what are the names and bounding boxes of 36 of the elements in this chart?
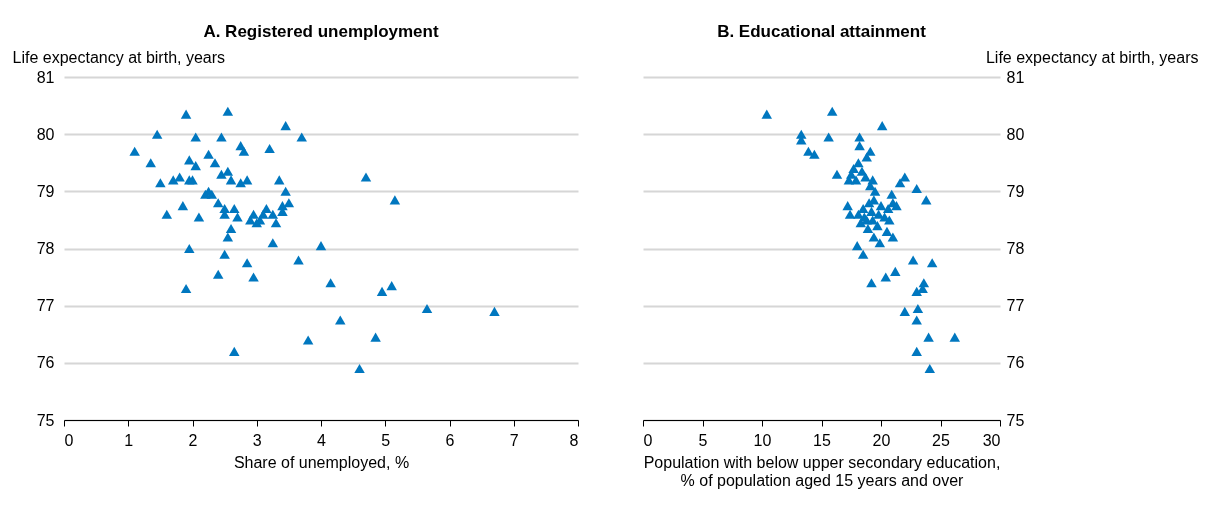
y-tick-label: 80	[1006, 125, 1025, 143]
y-tick-label: 81	[36, 68, 55, 86]
x-tick-label: 5	[381, 431, 391, 449]
y-tick-label: 78	[36, 240, 55, 257]
x-tick-label: 4	[317, 431, 327, 449]
y-tick-label: 79	[36, 182, 55, 200]
y-tick-label: 76	[1006, 354, 1025, 372]
x-tick-label: 25	[932, 431, 950, 449]
x-tick-label: 3	[252, 431, 262, 449]
x-tick-label: 6	[445, 431, 455, 449]
x-tick-label: 1	[124, 431, 134, 449]
x-tick-label: 15	[813, 431, 831, 449]
y-tick-label: 80	[36, 125, 55, 143]
y-tick-label: 75	[36, 411, 55, 429]
x-tick-label: 7	[509, 431, 519, 449]
x-tick-label: 30	[982, 431, 1001, 449]
y-tick-label: 75	[1006, 411, 1025, 429]
chart-title: A. Registered unemployment	[203, 22, 439, 41]
x-tick-label: 5	[698, 431, 708, 449]
x-tick-label: 10	[753, 431, 772, 449]
x-axis-title: Share of unemployed, %	[233, 453, 410, 471]
x-axis-title: Population with below upper secondary education, % of population aged 15 years and over	[643, 453, 1001, 489]
x-tick-label: 20	[872, 431, 891, 449]
y-tick-label: 77	[1006, 297, 1025, 315]
y-tick-label: 81	[1006, 68, 1025, 86]
x-tick-label: 8	[569, 431, 579, 449]
x-tick-label: 0	[64, 431, 74, 449]
y-axis-title: Life expectancy at birth, years	[12, 48, 226, 66]
x-tick-label: 0	[643, 431, 653, 449]
y-tick-label: 77	[36, 297, 55, 315]
y-tick-label: 78	[1006, 240, 1025, 257]
y-axis-title: Life expectancy at birth, years	[985, 48, 1199, 66]
chart-title: B. Educational attainment	[717, 22, 927, 41]
x-tick-label: 2	[188, 431, 198, 449]
y-tick-label: 79	[1006, 182, 1025, 200]
y-tick-label: 76	[36, 354, 55, 372]
